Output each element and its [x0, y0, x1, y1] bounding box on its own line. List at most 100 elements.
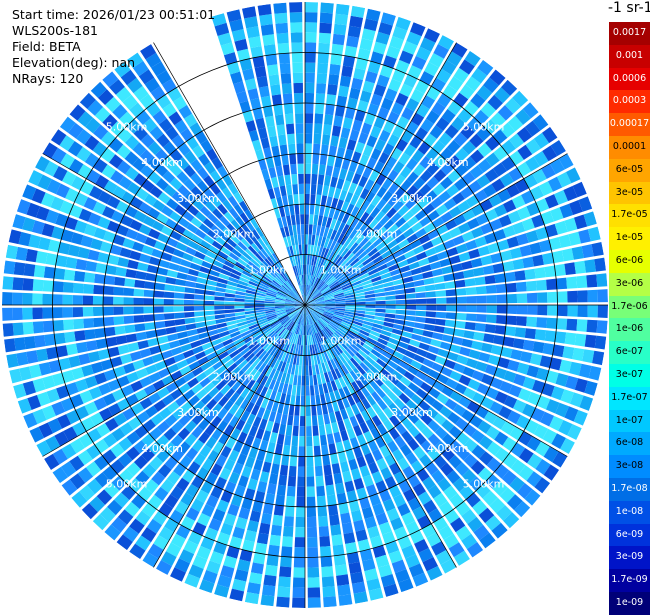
range-gate [507, 305, 517, 314]
range-gate [348, 459, 358, 471]
range-gate [505, 272, 516, 282]
range-gate [547, 292, 557, 303]
range-gate [259, 523, 270, 535]
range-gate [174, 293, 184, 299]
range-gate [312, 164, 319, 175]
range-gate [291, 42, 302, 52]
range-gate [24, 263, 36, 276]
range-gate [307, 527, 317, 537]
range-gate [299, 194, 304, 204]
range-gate [268, 167, 276, 178]
range-gate [305, 123, 313, 133]
range-gate [405, 316, 416, 322]
range-gate [320, 13, 333, 24]
range-label: 5.00km [106, 478, 148, 491]
range-gate [567, 291, 578, 303]
range-gate [347, 139, 357, 151]
range-gate [140, 348, 152, 358]
range-gate [275, 305, 285, 306]
range-gate [42, 307, 52, 318]
range-gate [297, 154, 304, 164]
range-gate [557, 305, 567, 316]
range-gate [307, 466, 314, 476]
range-gate [320, 394, 326, 405]
range-gate [334, 554, 346, 566]
range-gate [537, 292, 547, 303]
range-gate [137, 340, 149, 349]
range-gate [446, 289, 457, 296]
range-gate [321, 195, 327, 206]
range-gate [278, 134, 287, 145]
range-gate [486, 285, 497, 294]
range-gate [137, 262, 148, 271]
colorbar-tick-label: 3e-09 [609, 546, 650, 569]
range-gate [296, 214, 301, 224]
range-gate [426, 291, 437, 297]
range-gate [351, 468, 361, 480]
range-gate [129, 251, 141, 261]
range-gate [302, 356, 305, 366]
range-gate [465, 278, 476, 287]
range-gate [205, 290, 216, 295]
range-gate [234, 298, 244, 302]
range-gate [261, 169, 270, 180]
range-gate [306, 436, 312, 446]
range-gate [263, 430, 271, 441]
range-gate [175, 319, 186, 326]
range-label: 3.00km [391, 406, 433, 419]
range-gate [556, 318, 567, 330]
range-gate [525, 269, 536, 280]
range-gate [251, 469, 261, 481]
range-gate [396, 305, 406, 309]
range-gate [330, 135, 339, 146]
colorbar-tick-label: 0.001 [609, 45, 650, 68]
range-gate [204, 311, 214, 316]
range-gate [283, 526, 294, 537]
range-gate [305, 113, 313, 123]
range-gate [305, 143, 312, 153]
range-gate [471, 341, 483, 351]
range-gate [2, 276, 13, 290]
range-gate [365, 298, 375, 302]
range-gate [288, 144, 296, 155]
range-gate [456, 305, 466, 312]
range-gate [34, 265, 46, 278]
range-gate [266, 555, 278, 566]
colorbar-tick-label: 1.7e-07 [609, 387, 650, 410]
range-gate [332, 463, 341, 474]
range-gate [83, 296, 93, 306]
range-gate [307, 517, 317, 527]
range-gate [265, 565, 278, 577]
range-gate [331, 422, 339, 433]
range-gate [303, 275, 304, 285]
range-gate [338, 86, 349, 98]
range-gate [293, 426, 299, 436]
range-gate [174, 299, 184, 305]
range-gate [214, 306, 224, 310]
range-gate [63, 307, 73, 318]
range-gate [257, 481, 267, 493]
range-gate [468, 249, 480, 259]
range-gate [430, 261, 441, 270]
range-gate [309, 365, 313, 375]
range-gate [385, 309, 395, 313]
range-gate [476, 286, 487, 294]
range-gate [86, 340, 98, 351]
range-label: 4.00km [427, 156, 469, 169]
range-label: 3.00km [177, 192, 219, 205]
colorbar-tick-label: 1.7e-06 [609, 296, 650, 319]
range-gate [315, 113, 324, 124]
range-gate [291, 174, 297, 185]
range-gate [319, 526, 330, 537]
range-gate [339, 137, 348, 148]
range-gate [298, 164, 304, 174]
range-gate [556, 278, 567, 290]
colorbar-tick-label: 6e-07 [609, 341, 650, 364]
range-gate [134, 280, 145, 288]
range-gate [495, 325, 506, 335]
range-gate [53, 307, 63, 318]
range-gate [124, 316, 135, 324]
range-gate [272, 94, 282, 105]
range-label: 2.00km [213, 228, 255, 241]
range-gate [404, 321, 415, 327]
